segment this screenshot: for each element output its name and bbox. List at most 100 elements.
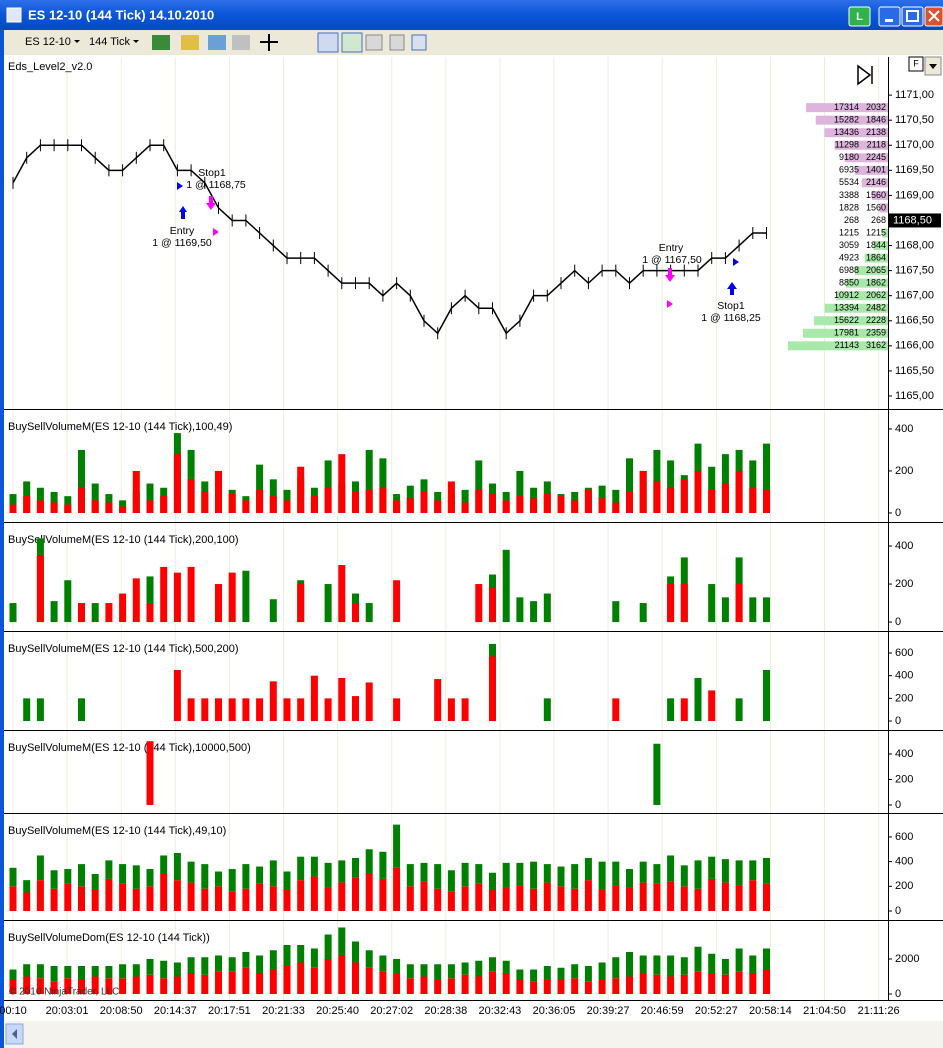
volume-bar xyxy=(489,890,496,911)
volume-bar xyxy=(584,857,592,881)
ladder-bar xyxy=(861,178,888,188)
volume-bar xyxy=(78,864,85,887)
volume-bar xyxy=(132,470,140,513)
volume-bar xyxy=(228,869,236,892)
period-selector[interactable]: 144 Tick xyxy=(89,36,130,48)
volume-bar xyxy=(78,698,85,722)
volume-bar xyxy=(626,887,633,911)
volume-bar xyxy=(173,454,181,513)
minimize-button[interactable] xyxy=(878,6,901,27)
volume-bar xyxy=(653,864,661,884)
volume-bar xyxy=(160,855,168,874)
volume-bar xyxy=(694,888,702,911)
snap-button[interactable] xyxy=(232,35,250,50)
volume-bar xyxy=(434,679,442,722)
volume-bar xyxy=(447,481,455,513)
volume-bar xyxy=(612,957,620,979)
ladder-size: 1401 xyxy=(866,165,886,175)
volume-bar xyxy=(173,880,181,911)
x-tick-label: 20:28:38 xyxy=(424,1005,467,1017)
volume-bar xyxy=(283,890,291,911)
volume-bar xyxy=(324,958,332,994)
y-tick-label: 0 xyxy=(895,507,901,519)
volume-bar xyxy=(447,698,455,722)
volume-bar xyxy=(242,698,250,722)
ladder-cumulative: 9180 xyxy=(839,152,859,162)
volume-bar xyxy=(23,892,31,911)
volume-bar xyxy=(242,864,250,889)
volume-bar xyxy=(749,880,757,911)
stop-arrow xyxy=(206,196,216,210)
y-tick-label: 0 xyxy=(895,905,901,917)
f-button[interactable] xyxy=(908,56,924,72)
volume-bar xyxy=(215,971,222,994)
toggle-button[interactable] xyxy=(317,32,339,53)
marker-button[interactable] xyxy=(208,35,226,50)
go-to-end-button[interactable] xyxy=(857,64,873,86)
volume-bar xyxy=(365,682,373,722)
volume-bar xyxy=(256,464,264,513)
volume-bar xyxy=(557,866,565,887)
volume-bar xyxy=(639,603,647,623)
volume-bar xyxy=(297,880,305,911)
volume-bar xyxy=(283,965,291,994)
volume-bar xyxy=(530,981,538,994)
volume-bar xyxy=(201,974,209,994)
x-tick-label: 20:14:37 xyxy=(154,1005,197,1017)
volume-bar xyxy=(119,864,127,884)
y-tick-label: 600 xyxy=(895,831,913,843)
toggle-button[interactable] xyxy=(411,34,427,51)
volume-bar xyxy=(543,965,551,980)
volume-bar xyxy=(434,979,442,994)
toggle-button[interactable] xyxy=(341,32,363,53)
volume-bar xyxy=(708,856,716,879)
copyright: © 2010 NinjaTrader, LLC xyxy=(9,987,119,998)
volume-bar xyxy=(352,877,359,911)
volume-bar xyxy=(365,849,373,874)
volume-bar xyxy=(9,867,17,887)
volume-bar xyxy=(571,964,579,979)
volume-bar xyxy=(187,882,195,911)
volume-bar xyxy=(201,491,209,513)
volume-bar xyxy=(749,460,757,513)
link-button[interactable] xyxy=(848,6,871,27)
volume-bar xyxy=(91,483,99,513)
volume-bar xyxy=(653,955,661,975)
chart-style-button[interactable] xyxy=(152,35,170,50)
volume-bar xyxy=(530,888,538,911)
volume-bar xyxy=(173,976,181,994)
volume-bar xyxy=(105,978,113,994)
entry-arrow xyxy=(665,268,675,282)
volume-bar xyxy=(475,976,483,994)
volume-bar xyxy=(598,962,606,980)
instrument-selector[interactable]: ES 12-10 xyxy=(25,36,71,48)
volume-bar xyxy=(598,890,606,911)
volume-bar xyxy=(215,886,222,911)
volume-bar xyxy=(173,852,181,881)
minimize-icon xyxy=(885,19,893,22)
maximize-icon xyxy=(906,10,919,22)
crosshair-button[interactable] xyxy=(260,34,278,51)
volume-bar xyxy=(187,698,195,722)
volume-bar xyxy=(338,860,346,883)
scrollbar[interactable] xyxy=(4,1021,943,1048)
volume-bar xyxy=(461,698,469,722)
volume-bar xyxy=(680,865,688,887)
maximize-button[interactable] xyxy=(901,6,924,27)
toggle-button[interactable] xyxy=(389,34,405,51)
order-label: Stop1 xyxy=(198,167,226,179)
draw-tool-button[interactable] xyxy=(181,35,199,50)
volume-bar xyxy=(708,878,716,911)
volume-bar xyxy=(598,498,606,513)
volume-bar xyxy=(283,500,291,513)
volume-bar xyxy=(571,864,579,889)
volume-bar xyxy=(146,576,154,623)
volume-bar xyxy=(516,496,524,513)
volume-bar xyxy=(256,698,264,722)
volume-bar xyxy=(379,878,387,911)
volume-bar xyxy=(64,965,72,979)
volume-bar xyxy=(721,483,729,513)
volume-bar xyxy=(612,489,620,513)
toggle-button[interactable] xyxy=(365,34,383,51)
